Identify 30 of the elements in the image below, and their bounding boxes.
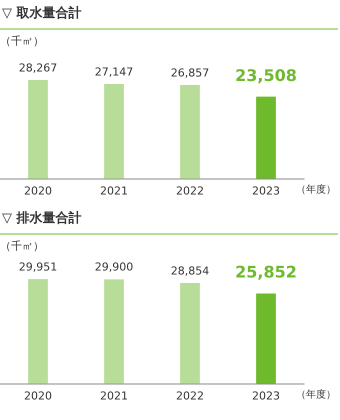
y-axis-title: （千㎥） xyxy=(0,34,44,48)
x-tick-label: 2022 xyxy=(176,184,204,198)
data-label: 28,854 xyxy=(170,264,210,278)
bar xyxy=(28,80,48,179)
x-tick-label: 2020 xyxy=(24,389,52,402)
x-tick-label: 2023 xyxy=(252,184,280,198)
data-label: 26,857 xyxy=(170,66,210,80)
x-tick-label: 2021 xyxy=(100,389,128,402)
bar xyxy=(256,96,276,179)
x-tick-label: 2022 xyxy=(176,389,204,402)
data-label: 29,951 xyxy=(18,260,58,274)
x-axis-title: （年度） xyxy=(296,388,336,400)
data-label: 28,267 xyxy=(18,61,58,74)
bar xyxy=(104,279,124,384)
x-tick-label: 2023 xyxy=(252,389,280,402)
data-label: 23,508 xyxy=(235,66,297,85)
y-axis-title: （千㎥） xyxy=(0,239,44,252)
x-axis-title: （年度） xyxy=(296,183,336,196)
data-label: 29,900 xyxy=(94,260,134,274)
bar xyxy=(256,293,276,384)
bar xyxy=(28,279,48,384)
bar xyxy=(104,84,124,179)
chart-title: ▽ 取水量合計 xyxy=(1,4,83,23)
bar xyxy=(180,84,200,179)
x-tick-label: 2021 xyxy=(100,184,128,198)
data-label: 25,852 xyxy=(235,262,297,282)
x-tick-label: 2020 xyxy=(24,184,52,198)
data-label: 27,147 xyxy=(94,65,134,78)
chart-title: ▽ 排水量合計 xyxy=(1,210,83,228)
bar xyxy=(180,283,200,384)
